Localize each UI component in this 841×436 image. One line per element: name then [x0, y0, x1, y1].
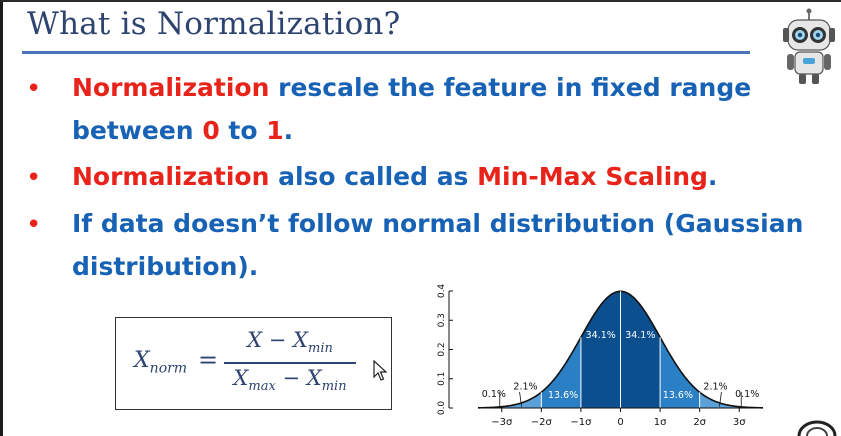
x-tick-label: 2σ	[693, 417, 706, 428]
bullet-text-span: rescale the feature in fixed range	[269, 73, 752, 102]
highlight-term: Min-Max Scaling	[477, 162, 708, 191]
highlight-term: Normalization	[72, 162, 270, 191]
mouse-pointer-icon	[373, 360, 387, 381]
window-left-edge	[0, 0, 3, 436]
corner-logo-icon	[797, 420, 837, 436]
y-tick-label: 0.2	[437, 342, 447, 356]
bullet-text-span: .	[283, 116, 294, 145]
x-tick-label: −3σ	[491, 417, 513, 428]
label-leader	[519, 391, 522, 407]
tail-percent-label: 0.1%	[482, 389, 506, 400]
bullet-1-line-2: between 0 to 1.	[72, 110, 293, 152]
band-percent-label: 2.1%	[513, 382, 537, 393]
formula-lhs: Xnorm	[134, 348, 187, 376]
y-tick-label: 0.1	[437, 372, 447, 386]
band-2	[580, 291, 621, 408]
denominator-sub-b: min	[321, 379, 347, 395]
formula-numerator: X − Xmin	[224, 328, 356, 356]
x-tick-label: 0	[617, 417, 623, 428]
normalization-formula-box: Xnorm = X − Xmin Xmax − Xmin	[115, 317, 392, 410]
bullet-2: Normalization also called as Min-Max Sca…	[72, 156, 717, 198]
label-leader	[719, 391, 722, 407]
bullet-3-line-1: If data doesn’t follow normal distributi…	[72, 209, 804, 238]
highlight-term: Normalization	[72, 73, 270, 102]
formula-lhs-var: X	[134, 348, 150, 373]
bullet-marker: •	[26, 210, 42, 240]
bullet-text-span: also called as	[269, 162, 478, 191]
robot-mascot-icon	[783, 8, 835, 84]
slide-title: What is Normalization?	[27, 6, 401, 42]
window-top-edge	[0, 0, 841, 2]
x-tick-label: 3σ	[733, 417, 746, 428]
formula-equals: =	[198, 346, 219, 374]
band-percent-label: 2.1%	[703, 382, 727, 393]
fraction-bar	[224, 362, 356, 364]
title-underline	[22, 51, 750, 54]
x-tick-label: −1σ	[570, 417, 592, 428]
bullet-3-line-2: distribution).	[72, 252, 259, 281]
band-5	[699, 392, 740, 408]
band-percent-label: 13.6%	[548, 390, 578, 401]
y-tick-label: 0.4	[437, 284, 447, 299]
numerator-text: X − X	[247, 328, 308, 352]
normal-distribution-chart: −3σ −2σ −1σ 0 1σ 2σ 3σ 0.0 0.1 0.2 0.3 0.4 34.1% 34.1…	[437, 284, 764, 428]
bullet-text-span: to	[219, 116, 267, 145]
band-percent-label: 13.6%	[663, 390, 693, 401]
numerator-sub: min	[308, 341, 333, 357]
x-tick-label: 1σ	[654, 417, 667, 428]
x-tick-label: −2σ	[531, 417, 553, 428]
y-tick-label: 0.3	[437, 313, 447, 327]
bullet-marker: •	[26, 163, 42, 193]
band-0	[501, 392, 542, 408]
band-3	[620, 291, 661, 408]
bullet-text-span: .	[707, 162, 718, 191]
formula-denominator: Xmax − Xmin	[224, 366, 356, 394]
denominator-minus: − X	[275, 366, 322, 390]
tail-percent-label: 0.1%	[735, 389, 759, 400]
y-tick-label: 0.0	[437, 401, 447, 416]
denominator-sub-a: max	[248, 379, 276, 395]
bullet-text-span: between	[72, 116, 203, 145]
bullet-marker: •	[26, 74, 42, 104]
formula-lhs-sub: norm	[149, 360, 188, 377]
bullet-1-line-1: Normalization rescale the feature in fix…	[72, 67, 751, 109]
band-percent-label: 34.1%	[586, 330, 616, 341]
denominator-var-a: X	[233, 366, 249, 390]
highlight-value: 1	[266, 116, 284, 145]
highlight-value: 0	[202, 116, 220, 145]
band-percent-label: 34.1%	[625, 330, 655, 341]
